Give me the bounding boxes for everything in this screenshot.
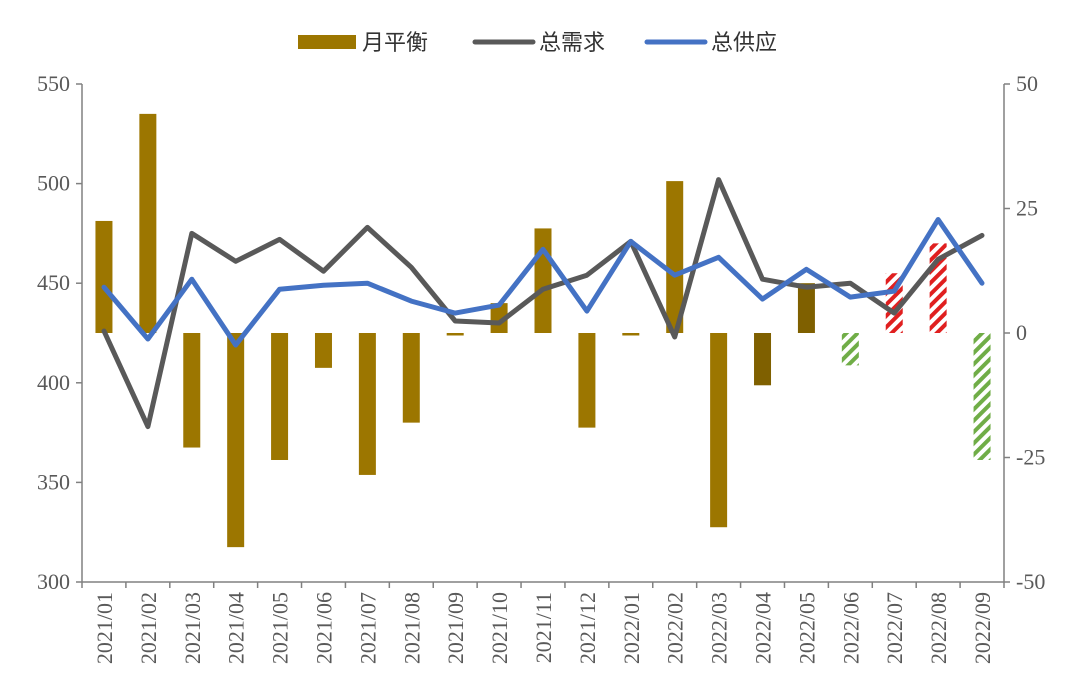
balance-bar [183, 333, 201, 448]
left-axis-tick-label: 500 [37, 171, 70, 196]
balance-bar [841, 333, 859, 366]
x-axis-tick-label: 2022/06 [838, 592, 863, 664]
right-axis-tick-label: -25 [1016, 445, 1045, 470]
balance-bar [710, 333, 728, 528]
balance-bar [490, 303, 508, 333]
x-axis-tick-label: 2022/04 [751, 592, 776, 664]
x-axis-tick-label: 2021/10 [487, 592, 512, 664]
line-series [101, 177, 985, 430]
balance-bar [139, 113, 157, 333]
balance-bar [534, 228, 552, 333]
x-axis-tick-label: 2021/11 [531, 592, 556, 663]
balance-bar [797, 283, 815, 333]
balance-bar [95, 220, 113, 333]
legend: 月平衡 总需求 总供应 [298, 31, 777, 56]
balance-bar [973, 333, 991, 460]
x-axis-tick-label: 2021/09 [443, 592, 468, 664]
balance-bar [578, 333, 596, 428]
right-axis-tick-label: -50 [1016, 569, 1045, 594]
legend-label: 总需求 [539, 31, 605, 56]
right-axis-tick-label: 50 [1016, 71, 1038, 96]
x-axis-tick-label: 2022/03 [707, 592, 732, 664]
x-axis-tick-label: 2021/03 [180, 592, 205, 664]
balance-bar [227, 333, 245, 548]
x-axis-tick-label: 2021/01 [92, 592, 117, 664]
x-axis-tick-label: 2022/05 [794, 592, 819, 664]
balance-bar [622, 333, 640, 336]
x-axis-tick-label: 2022/02 [663, 592, 688, 664]
legend-label: 月平衡 [362, 31, 428, 56]
left-axis-tick-label: 450 [37, 270, 70, 295]
right-axis-tick-label: 0 [1016, 320, 1027, 345]
x-axis-tick-label: 2021/06 [311, 592, 336, 664]
demand-line [101, 177, 985, 430]
x-axis-tick-label: 2022/09 [970, 592, 995, 664]
supply-line [101, 217, 985, 348]
balance-bar [446, 333, 464, 336]
x-axis-tick-label: 2021/12 [575, 592, 600, 664]
x-axis-tick-label: 2021/04 [224, 592, 249, 664]
x-axis-tick-label: 2021/02 [136, 592, 161, 664]
left-axis-tick-label: 550 [37, 71, 70, 96]
left-axis-tick-label: 350 [37, 469, 70, 494]
x-axis-tick-label: 2021/08 [399, 592, 424, 664]
balance-bar [358, 333, 376, 475]
balance-bar [402, 333, 420, 423]
x-axis-tick-label: 2022/07 [882, 592, 907, 664]
left-axis-tick-label: 400 [37, 370, 70, 395]
left-axis-tick-label: 300 [37, 569, 70, 594]
x-axis-tick-label: 2022/01 [619, 592, 644, 664]
balance-bar [754, 333, 772, 386]
legend-label: 总供应 [711, 31, 777, 56]
x-axis-tick-label: 2022/08 [926, 592, 951, 664]
legend-swatch-bar [298, 35, 356, 49]
right-axis-tick-label: 25 [1016, 196, 1038, 221]
balance-bar [271, 333, 289, 460]
x-axis-tick-label: 2021/07 [355, 592, 380, 664]
balance-bar [314, 333, 332, 368]
x-axis-tick-label: 2021/05 [268, 592, 293, 664]
balance-bar [666, 181, 684, 333]
axes: 300 350 400 450 500 550 -50 -25 0 25 50 2021/01 2021… [37, 71, 1045, 664]
bar-series [95, 113, 991, 548]
